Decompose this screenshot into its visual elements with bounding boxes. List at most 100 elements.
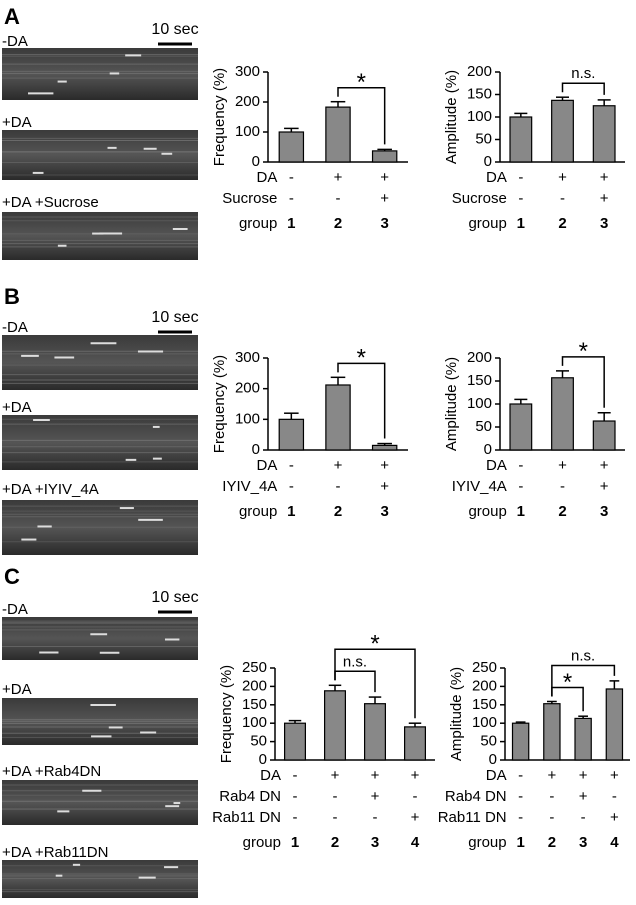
condition-label: Rab4 DN — [445, 788, 507, 805]
x-tick-label: 1 — [287, 215, 295, 232]
y-tick-label: 100 — [242, 714, 267, 731]
condition-label: Sucrose — [222, 190, 277, 207]
condition-label: Rab11 DN — [212, 809, 281, 826]
condition-mark: - — [518, 788, 523, 805]
bar — [364, 703, 387, 761]
condition-mark: - — [336, 478, 341, 495]
group-label: group — [239, 215, 277, 232]
bar — [551, 99, 574, 163]
x-tick-label: 1 — [516, 834, 524, 851]
x-tick-label: 2 — [334, 503, 342, 520]
x-tick-label: 2 — [548, 834, 556, 851]
condition-mark: + — [600, 457, 609, 474]
bar — [325, 106, 351, 163]
y-tick-label: 150 — [242, 696, 267, 713]
condition-mark: - — [518, 809, 523, 826]
y-axis-label: Amplitude (%) — [448, 667, 465, 761]
significance-label: * — [370, 631, 379, 658]
y-tick-label: 250 — [242, 659, 267, 676]
kymograph — [2, 212, 198, 260]
condition-label: Rab11 DN — [438, 809, 507, 826]
condition-mark: + — [600, 478, 609, 495]
condition-mark: - — [373, 809, 378, 826]
condition-mark: - — [518, 767, 523, 784]
condition-label: DA — [256, 169, 277, 186]
bar — [509, 116, 533, 163]
condition-mark: + — [411, 767, 420, 784]
condition-mark: - — [560, 190, 565, 207]
condition-mark: + — [380, 457, 389, 474]
condition-mark: + — [331, 767, 340, 784]
image-label: +DA — [2, 399, 32, 416]
bar — [592, 420, 616, 451]
panel-letter: B — [4, 284, 20, 309]
y-tick-label: 50 — [250, 733, 267, 750]
bar — [325, 384, 351, 451]
significance-bracket — [551, 664, 616, 697]
group-label: group — [239, 503, 277, 520]
image-label: -DA — [2, 33, 28, 50]
y-tick-label: 50 — [475, 418, 492, 435]
condition-mark: - — [289, 478, 294, 495]
condition-mark: - — [518, 457, 523, 474]
condition-label: Rab4 DN — [219, 788, 281, 805]
condition-mark: - — [549, 788, 554, 805]
condition-mark: + — [579, 767, 588, 784]
condition-mark: - — [333, 809, 338, 826]
bar — [278, 131, 305, 163]
y-tick-label: 0 — [484, 441, 492, 458]
condition-mark: - — [293, 788, 298, 805]
x-tick-label: 3 — [380, 503, 388, 520]
condition-mark: + — [610, 767, 619, 784]
condition-mark: + — [547, 767, 556, 784]
condition-mark: + — [558, 169, 567, 186]
image-label: +DA — [2, 681, 32, 698]
x-tick-label: 1 — [287, 503, 295, 520]
condition-mark: - — [549, 809, 554, 826]
bar — [605, 688, 624, 761]
group-label: group — [243, 834, 281, 851]
y-tick-label: 200 — [235, 380, 260, 397]
y-tick-label: 200 — [235, 93, 260, 110]
y-tick-label: 0 — [252, 153, 260, 170]
image-label: +DA +Rab4DN — [2, 763, 101, 780]
x-tick-label: 4 — [411, 834, 420, 851]
significance-label: n.s. — [343, 653, 367, 670]
y-tick-label: 50 — [480, 733, 497, 750]
x-tick-label: 1 — [517, 503, 525, 520]
significance-label: * — [563, 669, 572, 696]
significance-bracket — [334, 648, 416, 719]
y-tick-label: 150 — [472, 696, 497, 713]
y-tick-label: 0 — [252, 441, 260, 458]
significance-bracket — [561, 356, 605, 408]
significance-bracket — [334, 670, 376, 693]
x-tick-label: 3 — [600, 503, 608, 520]
y-tick-label: 0 — [489, 751, 497, 768]
y-tick-label: 300 — [235, 349, 260, 366]
image-label: +DA — [2, 114, 32, 131]
y-tick-label: 0 — [484, 153, 492, 170]
bar — [284, 722, 307, 761]
image-label: -DA — [2, 319, 28, 336]
condition-label: DA — [256, 457, 277, 474]
image-label: -DA — [2, 601, 28, 618]
y-axis-label: Frequency (%) — [211, 355, 228, 453]
y-tick-label: 200 — [467, 63, 492, 80]
condition-mark: - — [518, 478, 523, 495]
condition-mark: + — [600, 190, 609, 207]
y-tick-label: 200 — [467, 349, 492, 366]
condition-mark: + — [380, 169, 389, 186]
condition-mark: - — [289, 169, 294, 186]
x-tick-label: 3 — [579, 834, 587, 851]
significance-bracket — [561, 82, 605, 95]
condition-mark: + — [334, 457, 343, 474]
condition-mark: - — [518, 169, 523, 186]
condition-mark: + — [334, 169, 343, 186]
significance-label: * — [579, 338, 588, 365]
group-label: group — [468, 834, 506, 851]
kymograph — [2, 48, 198, 100]
y-axis-label: Amplitude (%) — [443, 357, 460, 451]
condition-mark: - — [293, 767, 298, 784]
x-tick-label: 3 — [380, 215, 388, 232]
condition-mark: + — [371, 767, 380, 784]
